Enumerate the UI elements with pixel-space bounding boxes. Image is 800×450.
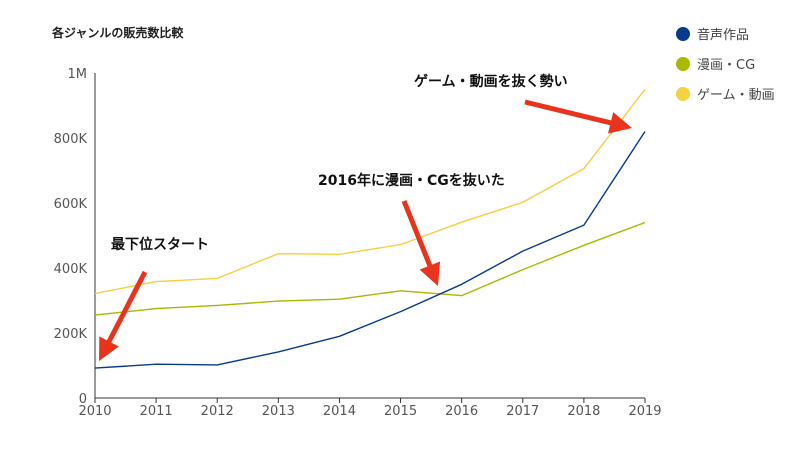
chart-title: 各ジャンルの販売数比較 <box>51 25 184 40</box>
legend-label: 音声作品 <box>697 27 749 43</box>
x-tick-label: 2011 <box>140 404 173 419</box>
legend-marker-2 <box>676 87 690 101</box>
annotations-layer: 最下位スタート 2016年に漫画・CGを抜いた ゲーム・動画を抜く勢い <box>111 73 568 253</box>
y-tick-label: 1M <box>68 67 88 82</box>
y-tick-label: 0 <box>79 392 87 407</box>
x-tick-label: 2013 <box>262 404 295 419</box>
axes-layer: 0 200K 400K 600K 800K 1M 2010 2011 2012 2013 2014 2… <box>54 67 662 419</box>
x-tick-label: 2014 <box>323 404 356 419</box>
y-tick-label: 400K <box>54 262 88 277</box>
x-tick-label: 2016 <box>445 404 478 419</box>
y-tick-label: 200K <box>54 327 88 342</box>
legend-marker-0 <box>676 27 690 41</box>
annotation-arrow-head <box>99 336 119 361</box>
annotation-arrow-head <box>419 261 441 286</box>
x-tick-label: 2019 <box>628 404 661 419</box>
annotation-label: 2016年に漫画・CGを抜いた <box>318 172 505 189</box>
annotation-arrow-shaft <box>105 270 148 345</box>
annotation-arrows-layer <box>99 99 632 361</box>
legend-marker-1 <box>676 57 690 71</box>
x-tick-label: 2010 <box>78 404 111 419</box>
series-line-2 <box>94 88 646 295</box>
y-tick-label: 800K <box>54 132 88 147</box>
annotation-arrow-shaft <box>401 200 433 269</box>
legend-label: 漫画・CG <box>697 58 755 73</box>
series-lines-layer <box>94 88 646 369</box>
annotation-arrow-head <box>608 112 632 134</box>
series-line-0 <box>94 131 646 369</box>
y-tick-label: 600K <box>54 197 88 212</box>
x-tick-label: 2018 <box>567 404 600 419</box>
annotation-label: 最下位スタート <box>111 236 209 253</box>
annotation-arrow-shaft <box>524 99 614 126</box>
legend-label: ゲーム・動画 <box>697 88 775 103</box>
annotation-label: ゲーム・動画を抜く勢い <box>414 73 568 90</box>
x-tick-label: 2012 <box>201 404 234 419</box>
x-tick-label: 2015 <box>384 404 417 419</box>
x-tick-label: 2017 <box>506 404 539 419</box>
series-line-1 <box>94 221 646 316</box>
